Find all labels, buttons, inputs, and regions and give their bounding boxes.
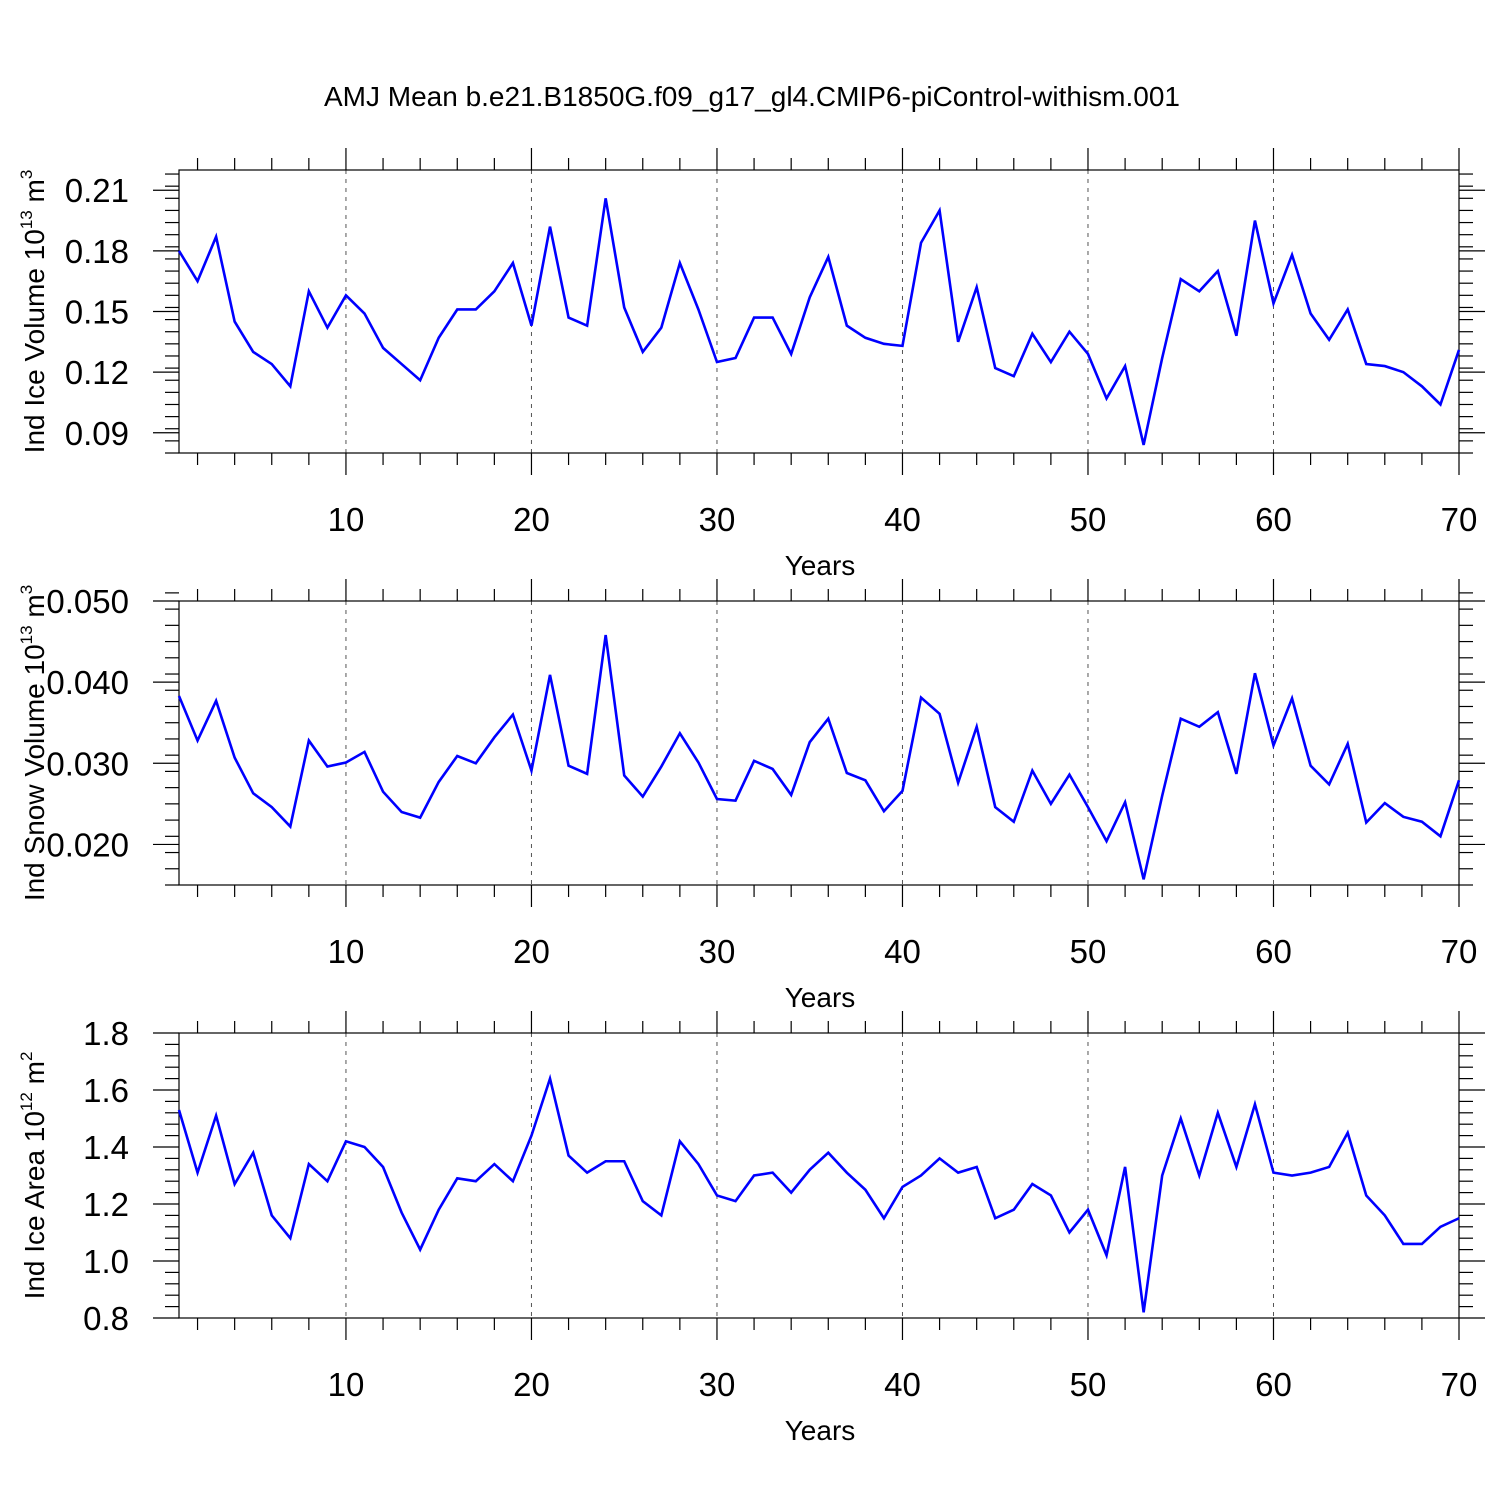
x-tick-label: 10: [328, 933, 365, 970]
x-axis-label: Years: [785, 1415, 856, 1446]
x-tick-label: 50: [1070, 933, 1107, 970]
x-tick-label: 70: [1441, 1366, 1478, 1403]
y-tick-label: 1.8: [83, 1015, 129, 1052]
x-tick-label: 60: [1255, 933, 1292, 970]
x-tick-label: 20: [513, 933, 550, 970]
y-tick-label: 1.2: [83, 1186, 129, 1223]
y-tick-label: 0.09: [65, 415, 129, 452]
x-axis-label: Years: [785, 550, 856, 581]
y-tick-label: 0.8: [83, 1300, 129, 1337]
x-tick-label: 10: [328, 1366, 365, 1403]
y-tick-label: 0.040: [46, 664, 129, 701]
x-tick-label: 60: [1255, 501, 1292, 538]
x-tick-label: 20: [513, 501, 550, 538]
plot-frame: [178, 1032, 1460, 1319]
x-tick-label: 30: [699, 933, 736, 970]
y-tick-label: 0.21: [65, 172, 129, 209]
x-tick-label: 20: [513, 1366, 550, 1403]
x-tick-label: 40: [884, 933, 921, 970]
panel-2: 10 20 30 40 50 60 70 0.020 0.030 0.040 0.050 Years I…: [17, 579, 1485, 1013]
y-tick-label: 1.4: [83, 1129, 129, 1166]
x-axis-label: Years: [785, 982, 856, 1013]
x-tick-label: 60: [1255, 1366, 1292, 1403]
series-line-1: [177, 198, 1461, 446]
y-axis-label: Ind Snow Volume 1013 m3: [17, 585, 50, 901]
y-tick-label: 1.0: [83, 1243, 129, 1280]
panel-3: 10 20 30 40 50 60 70 0.8 1.0 1.2 1.4 1.6 1.8 Years Ind…: [17, 1011, 1485, 1446]
x-tick-label: 70: [1441, 933, 1478, 970]
plot-frame: [178, 600, 1460, 886]
y-tick-label: 0.030: [46, 745, 129, 782]
x-tick-label: 30: [699, 1366, 736, 1403]
y-axis-label: Ind Ice Area 1012 m2: [17, 1052, 50, 1300]
y-tick-label: 0.020: [46, 826, 129, 863]
figure-title: AMJ Mean b.e21.B1850G.f09_g17_gl4.CMIP6-…: [324, 81, 1180, 112]
plot-frame: [178, 169, 1460, 454]
x-tick-label: 10: [328, 501, 365, 538]
series-line-1: [177, 1073, 1460, 1313]
x-tick-label: 40: [884, 1366, 921, 1403]
series-line-1: [177, 634, 1461, 880]
x-tick-label: 40: [884, 501, 921, 538]
y-tick-label: 0.050: [46, 583, 129, 620]
y-tick-label: 1.6: [83, 1072, 129, 1109]
y-tick-label: 0.15: [65, 294, 129, 331]
panel-1: 10 20 30 40 50 60 70 0.09 0.12 0.15 0.18 0.21 Years I…: [17, 148, 1485, 581]
x-tick-label: 70: [1441, 501, 1478, 538]
y-tick-label: 0.18: [65, 233, 129, 270]
x-tick-label: 50: [1070, 1366, 1107, 1403]
y-tick-label: 0.12: [65, 354, 129, 391]
x-tick-label: 50: [1070, 501, 1107, 538]
x-tick-label: 30: [699, 501, 736, 538]
y-axis-label: Ind Ice Volume 1013 m3: [17, 170, 50, 454]
